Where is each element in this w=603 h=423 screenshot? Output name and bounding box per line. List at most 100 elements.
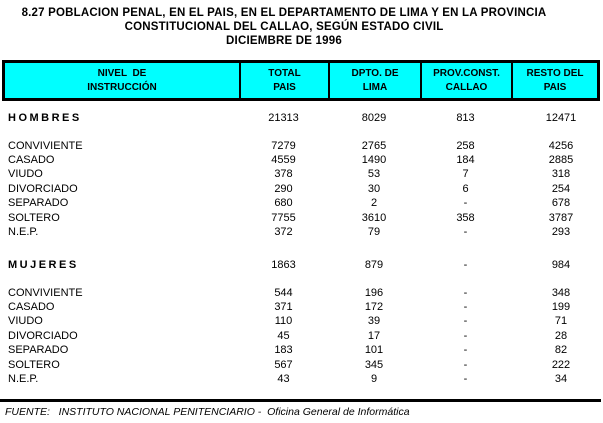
footer-divider [0,399,601,402]
cell-value: 21313 [268,112,299,125]
row-label: SEPARADO [8,344,69,357]
cell-value: 53 [367,168,381,181]
cell-value: 680 [274,197,293,210]
cell-value: 7 [462,168,469,181]
header-cell-line: DPTO. DE [351,67,399,79]
header-cell-prov-const-callao: PROV.CONST. CALLAO [420,63,511,98]
table-row: N.E.P. 43 9 - 34 [5,372,597,386]
row-label: DIVORCIADO [8,329,78,342]
cell-value: 318 [551,168,571,181]
cell-value: 82 [554,344,568,357]
cell-value: 345 [364,358,384,371]
cell-value: 28 [554,329,568,342]
table-row: CASADO 371 172 - 199 [5,300,597,314]
cell-value: 358 [456,211,475,224]
cell-value: 7279 [271,139,296,152]
header-cell-line: RESTO DEL [526,67,584,79]
cell-value: 2765 [361,139,387,152]
table-row: SEPARADO 680 2 - 678 [5,196,597,210]
cell-value: - [463,329,468,342]
row-label: MUJERES [8,259,79,272]
section-row: MUJERES 1863 879 - 984 [5,258,597,272]
cell-value: 12471 [545,112,577,125]
row-label: N.E.P. [8,373,39,386]
row-label: VIUDO [8,315,43,328]
section-row: HOMBRES 21313 8029 813 12471 [5,111,597,125]
cell-value: 1863 [271,259,296,272]
cell-value: 567 [274,358,293,371]
cell-value: 258 [456,139,475,152]
cell-value: 2885 [548,153,574,166]
cell-value: 984 [551,259,571,272]
row-label: DIVORCIADO [8,182,78,195]
cell-value: 30 [367,182,381,195]
table-row: VIUDO 378 53 7 318 [5,167,597,181]
table-row: N.E.P. 372 79 - 293 [5,225,597,239]
table-row: CONVIVIENTE 544 196 - 348 [5,286,597,300]
row-label: CONVIVIENTE [8,286,83,299]
cell-value: 71 [554,315,568,328]
table-header: NIVEL DE INSTRUCCIÓN TOTAL PAIS DPTO. DE… [2,60,600,101]
header-cell-line: CALLAO [445,81,488,93]
row-label: SOLTERO [8,358,60,371]
cell-value: 678 [551,197,571,210]
cell-value: - [463,315,468,328]
cell-value: 39 [367,315,381,328]
cell-value: - [463,225,468,238]
cell-value: 813 [456,112,475,125]
cell-value: - [463,358,468,371]
cell-value: 1490 [361,153,387,166]
header-cell-resto-del-pais: RESTO DEL PAIS [511,63,597,98]
cell-value: 7755 [271,211,296,224]
row-label: HOMBRES [8,112,82,125]
cell-value: 196 [364,286,384,299]
header-cell-line: PAIS [273,81,296,93]
table-row: VIUDO 110 39 - 71 [5,314,597,328]
table-row: DIVORCIADO 45 17 - 28 [5,329,597,343]
cell-value: 183 [274,344,293,357]
cell-value: 184 [456,153,475,166]
cell-value: 4559 [271,153,296,166]
cell-value: 43 [277,373,290,386]
cell-value: 6 [462,182,469,195]
title-line-2: CONSTITUCIONAL DEL CALLAO, SEGÚN ESTADO … [124,21,444,33]
cell-value: 4256 [548,139,574,152]
cell-value: 378 [274,168,293,181]
header-cell-nivel-de-instruccion: NIVEL DE INSTRUCCIÓN [5,63,239,98]
cell-value: 372 [274,225,293,238]
cell-value: 34 [554,373,568,386]
row-label: VIUDO [8,168,43,181]
cell-value: 348 [551,286,571,299]
table-title: 8.27 POBLACION PENAL, EN EL PAIS, EN EL … [0,6,568,48]
row-label: N.E.P. [8,225,39,238]
row-label: SEPARADO [8,197,69,210]
cell-value: 222 [551,358,571,371]
row-label: SOLTERO [8,211,60,224]
table-row: CONVIVIENTE 7279 2765 258 4256 [5,138,597,152]
table-row: SEPARADO 183 101 - 82 [5,343,597,357]
header-cell-line: INSTRUCCIÓN [87,81,157,93]
cell-value: 172 [364,301,384,314]
table-row: DIVORCIADO 290 30 6 254 [5,182,597,196]
title-line-3: DICIEMBRE DE 1996 [226,35,342,47]
table-row: SOLTERO 567 345 - 222 [5,357,597,371]
cell-value: 8029 [361,112,387,125]
cell-value: 110 [274,315,293,328]
header-cell-line: TOTAL [268,67,301,79]
row-label: CASADO [8,301,55,314]
cell-value: 3610 [361,211,387,224]
cell-value: - [463,197,468,210]
cell-value: - [463,373,468,386]
cell-value: 3787 [548,211,574,224]
table-body: HOMBRES 21313 8029 813 12471 CONVIVIENTE 7279 2… [5,101,597,386]
header-cell-dpto-de-lima: DPTO. DE LIMA [328,63,420,98]
cell-value: 17 [367,329,381,342]
cell-value: 9 [370,373,378,386]
cell-value: 45 [277,329,290,342]
table-row: CASADO 4559 1490 184 2885 [5,153,597,167]
cell-value: - [463,259,468,272]
cell-value: 101 [364,344,384,357]
cell-value: - [463,344,468,357]
cell-value: 254 [551,182,571,195]
